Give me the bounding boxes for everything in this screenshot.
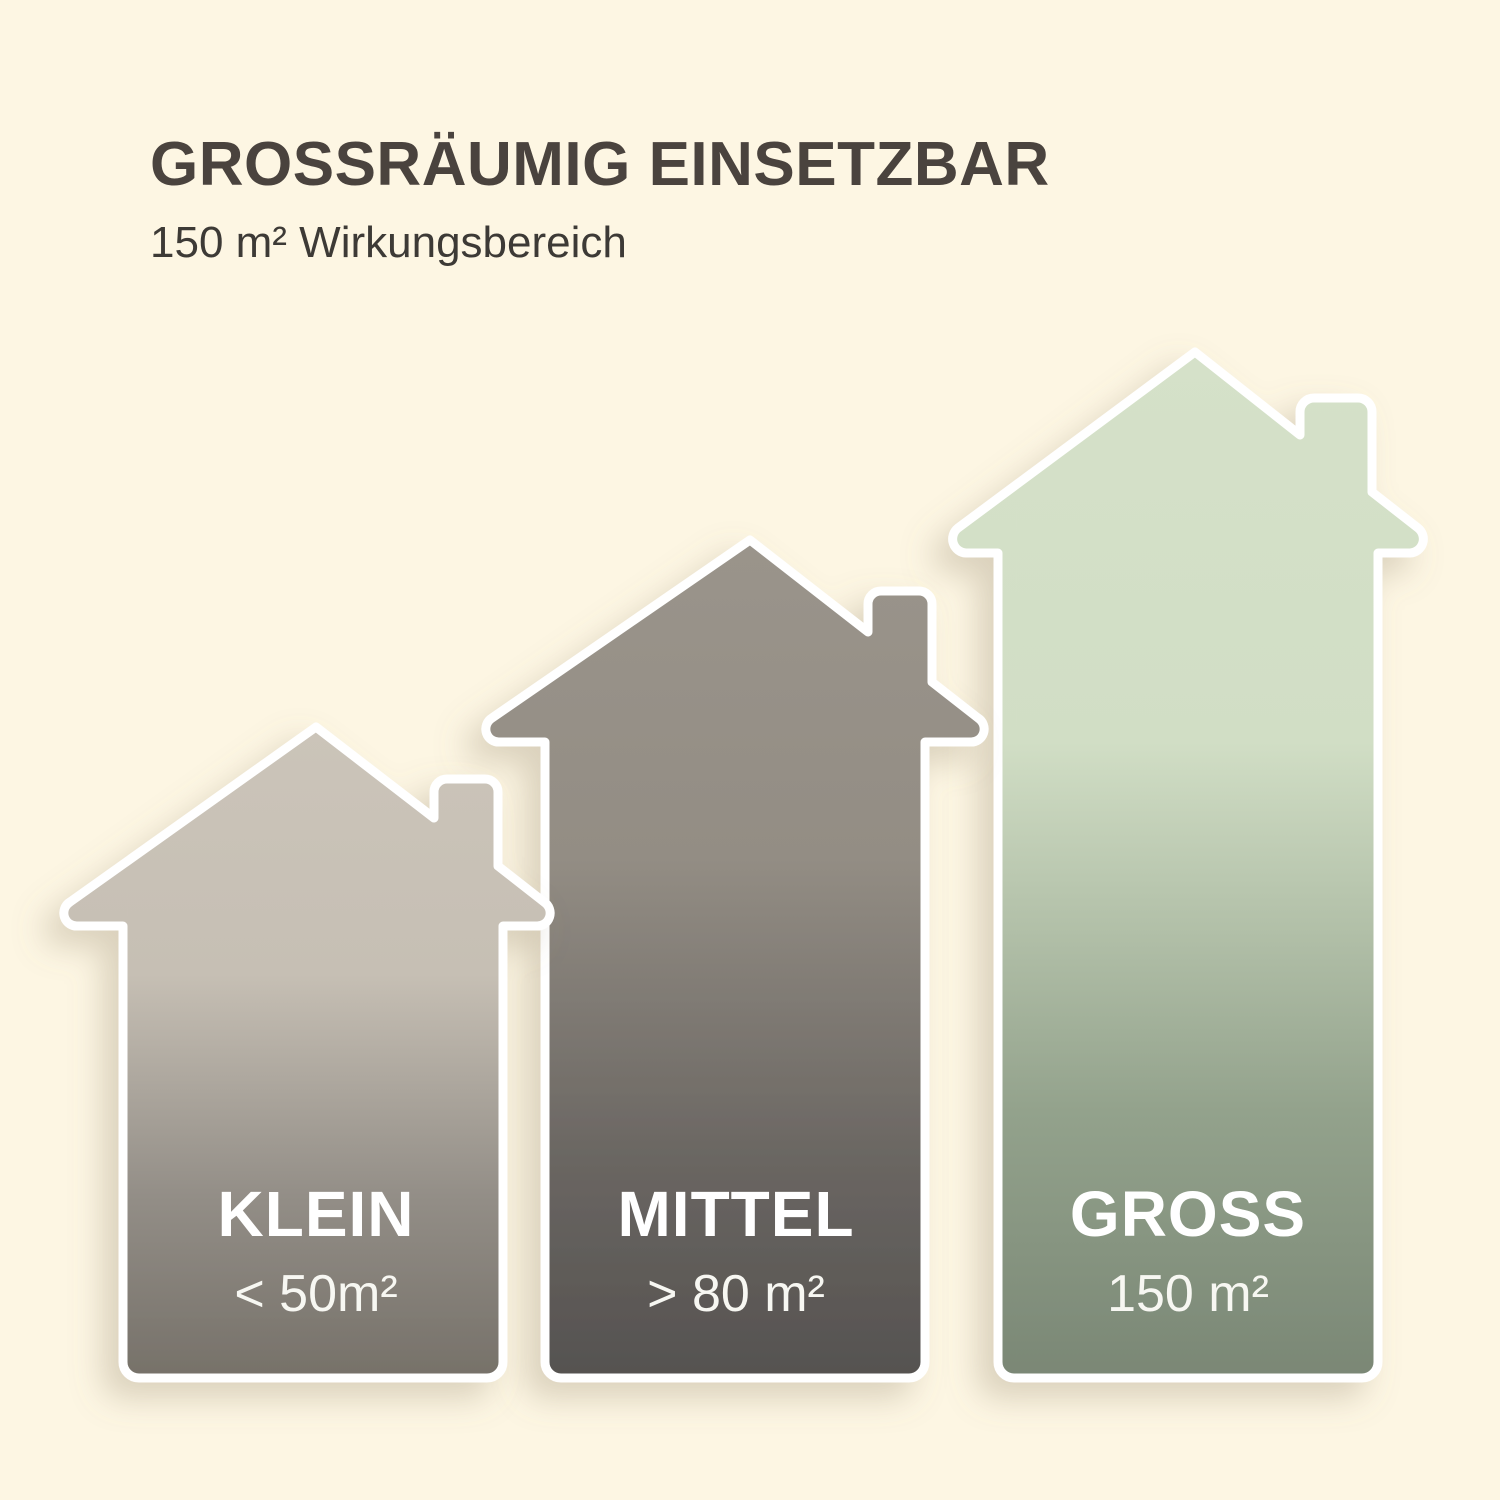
page-title: GROSSRÄUMIG EINSETZBAR: [150, 130, 1050, 199]
house-large-shape: [948, 347, 1428, 1383]
house-large: [948, 347, 1428, 1383]
house-small: [59, 722, 555, 1383]
page-subtitle: 150 m² Wirkungsbereich: [150, 218, 627, 268]
house-small-shape: [59, 722, 555, 1383]
house-medium-shape: [481, 535, 989, 1383]
header-block: GROSSRÄUMIG EINSETZBAR 150 m² Wirkungsbe…: [150, 132, 1350, 267]
house-medium: [481, 535, 989, 1383]
